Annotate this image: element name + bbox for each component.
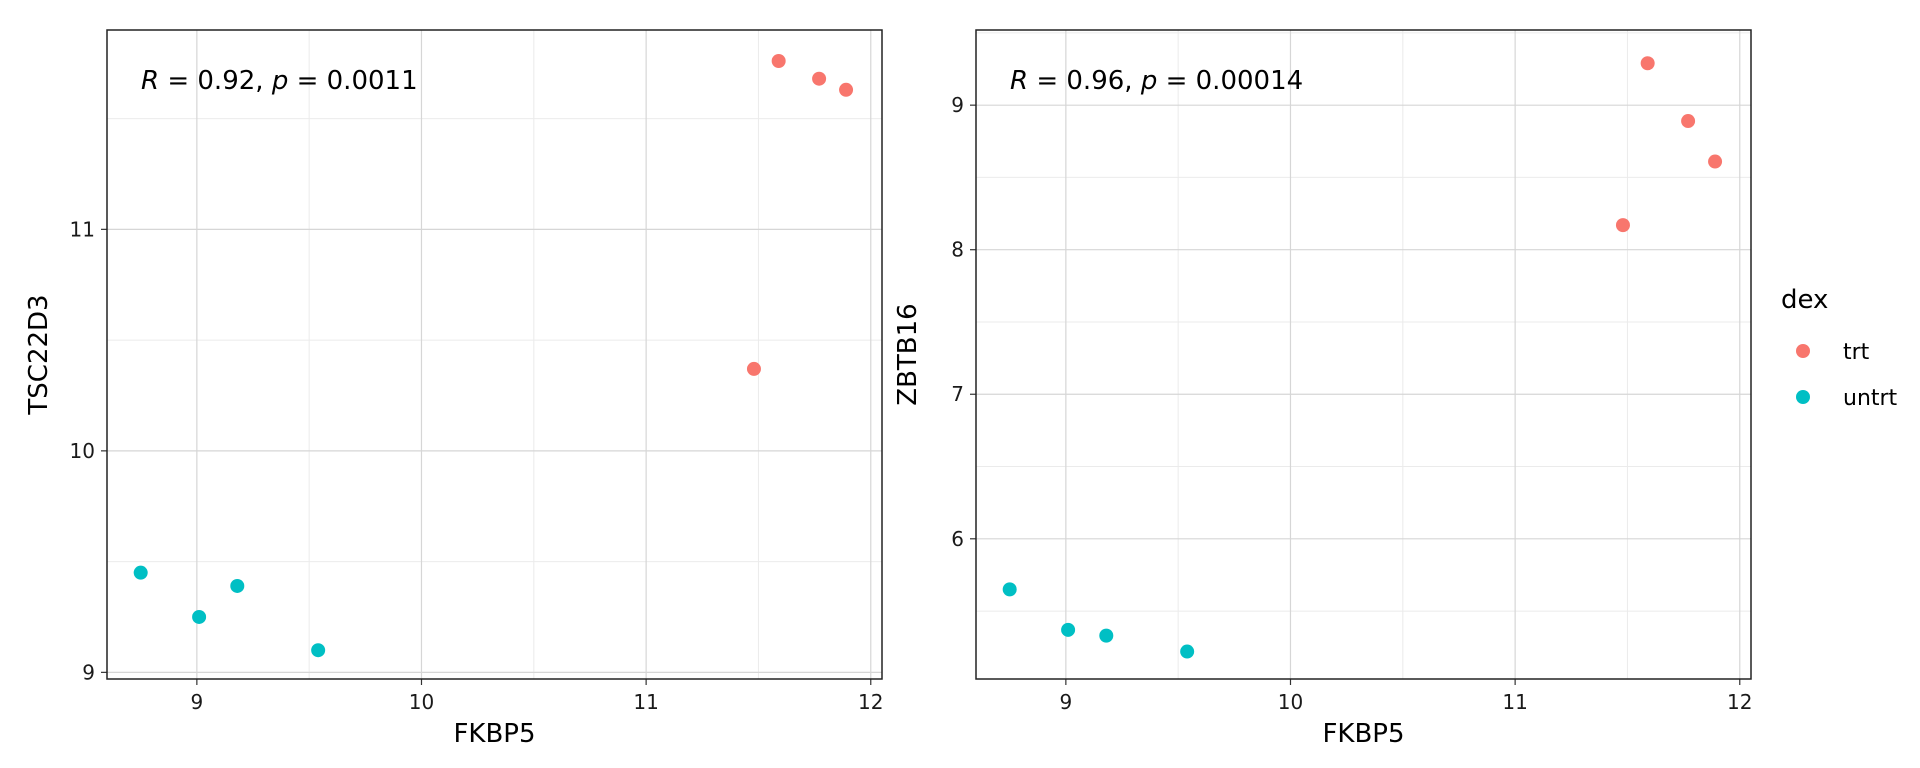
data-point-trt [1708, 154, 1723, 169]
legend-swatch-trt [1796, 344, 1810, 358]
data-point-untrt [230, 578, 245, 593]
x-tick-label: 9 [1059, 690, 1072, 714]
panel-border [106, 29, 883, 680]
data-point-untrt [1061, 622, 1076, 637]
x-tick-label: 12 [858, 690, 883, 714]
x-axis-title: FKBP5 [453, 719, 535, 749]
y-tick-label: 9 [82, 660, 95, 684]
annotation-part: = 0.00014 [1157, 66, 1303, 96]
chart-panel-1: 9 10 11 12 9 10 11 FKBP5 TSC22D3 R = 0.92, p = 0.… [24, 29, 883, 749]
data-point-trt [746, 361, 761, 376]
legend-swatch-untrt [1796, 390, 1810, 404]
x-tick-label: 11 [1502, 690, 1527, 714]
x-tick-label: 9 [190, 690, 203, 714]
y-axis-title: TSC22D3 [24, 294, 54, 415]
correlation-annotation: R = 0.96, p = 0.00014 [1010, 66, 1303, 96]
data-point-trt [1615, 218, 1630, 233]
data-point-untrt [192, 609, 207, 624]
data-point-untrt [1099, 628, 1114, 643]
x-tick-label: 10 [409, 690, 434, 714]
y-tick-label: 9 [951, 93, 964, 117]
data-point-trt [1681, 114, 1696, 129]
correlation-annotation: R = 0.92, p = 0.0011 [141, 66, 418, 96]
data-point-trt [1640, 56, 1655, 71]
x-tick-label: 12 [1727, 690, 1752, 714]
data-point-untrt [133, 565, 148, 580]
y-tick-label: 10 [70, 439, 95, 463]
annotation-part: R [1010, 66, 1028, 96]
annotation-part: = 0.92, [159, 66, 272, 96]
chart-panel-2: 9 10 11 12 6 7 8 9 FKBP5 ZBTB16 R = 0.96, p = 0.00… [893, 29, 1752, 749]
data-point-untrt [1180, 644, 1195, 659]
y-tick-label: 7 [951, 382, 964, 406]
y-tick-label: 8 [951, 238, 964, 262]
annotation-part: p [1140, 66, 1158, 96]
y-tick-label: 11 [70, 217, 95, 241]
legend-label-untrt: untrt [1843, 386, 1898, 411]
data-point-trt [771, 54, 786, 69]
legend-title: dex [1781, 285, 1828, 315]
annotation-part: R [141, 66, 159, 96]
x-tick-label: 11 [633, 690, 658, 714]
data-point-untrt [1002, 582, 1017, 597]
y-axis-title: ZBTB16 [893, 303, 923, 405]
annotation-part: = 0.0011 [288, 66, 417, 96]
x-axis-title: FKBP5 [1322, 719, 1404, 749]
x-tick-label: 10 [1278, 690, 1303, 714]
panel-border [975, 29, 1752, 680]
annotation-part: = 0.96, [1028, 66, 1141, 96]
data-point-trt [839, 82, 854, 97]
data-point-untrt [311, 643, 326, 658]
data-point-trt [812, 71, 827, 86]
annotation-part: p [271, 66, 289, 96]
y-tick-label: 6 [951, 527, 964, 551]
legend-label-trt: trt [1843, 340, 1870, 365]
